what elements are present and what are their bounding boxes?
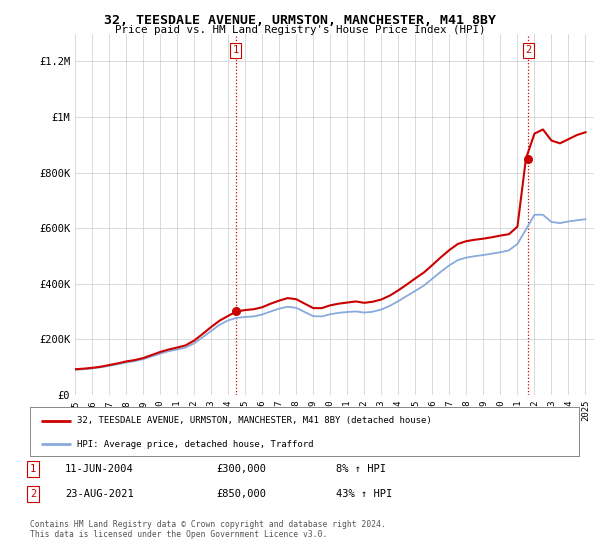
Text: 8% ↑ HPI: 8% ↑ HPI	[336, 464, 386, 474]
Text: £300,000: £300,000	[216, 464, 266, 474]
Text: 1: 1	[233, 45, 239, 55]
Text: 23-AUG-2021: 23-AUG-2021	[65, 489, 134, 499]
Text: 2: 2	[30, 489, 36, 499]
Text: 11-JUN-2004: 11-JUN-2004	[65, 464, 134, 474]
Text: Price paid vs. HM Land Registry's House Price Index (HPI): Price paid vs. HM Land Registry's House …	[115, 25, 485, 35]
Text: 2: 2	[525, 45, 532, 55]
Text: 43% ↑ HPI: 43% ↑ HPI	[336, 489, 392, 499]
Text: £850,000: £850,000	[216, 489, 266, 499]
Text: HPI: Average price, detached house, Trafford: HPI: Average price, detached house, Traf…	[77, 440, 313, 449]
Text: 1: 1	[30, 464, 36, 474]
Text: Contains HM Land Registry data © Crown copyright and database right 2024.
This d: Contains HM Land Registry data © Crown c…	[30, 520, 386, 539]
Text: 32, TEESDALE AVENUE, URMSTON, MANCHESTER, M41 8BY (detached house): 32, TEESDALE AVENUE, URMSTON, MANCHESTER…	[77, 417, 431, 426]
Text: 32, TEESDALE AVENUE, URMSTON, MANCHESTER, M41 8BY: 32, TEESDALE AVENUE, URMSTON, MANCHESTER…	[104, 14, 496, 27]
